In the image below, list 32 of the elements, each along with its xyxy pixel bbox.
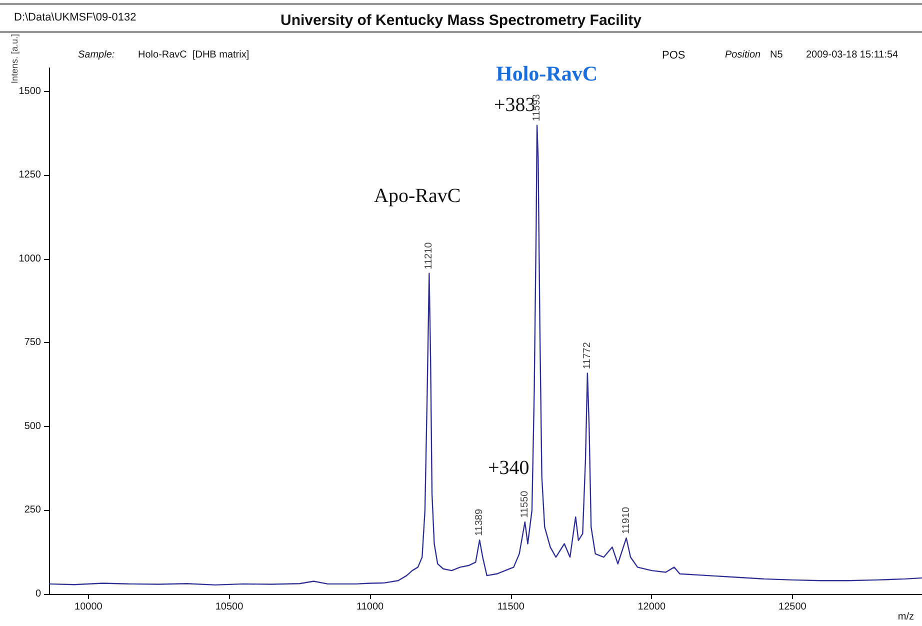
x-tick-label: 10000 bbox=[74, 602, 103, 612]
y-tick-label: 1250 bbox=[18, 170, 42, 181]
y-axis-title: Intens. [a.u.] bbox=[10, 34, 20, 84]
annotation: Apo-RavC bbox=[374, 185, 461, 207]
x-tick-label: 10500 bbox=[215, 602, 244, 612]
annotation: 11389 bbox=[474, 508, 486, 536]
y-tick-label: 500 bbox=[24, 420, 42, 432]
line-series bbox=[48, 124, 922, 586]
annotation: 11910 bbox=[620, 506, 632, 534]
annotation: Holo-RavC bbox=[496, 62, 598, 86]
text: Sample: bbox=[78, 50, 115, 60]
text: POS bbox=[662, 50, 686, 62]
text: N5 bbox=[770, 50, 784, 60]
chart-title: University of Kentucky Mass Spectrometry Facility bbox=[280, 12, 642, 29]
annotation: 11210 bbox=[424, 242, 435, 270]
text: 2009-03-18 15:11:54 bbox=[806, 50, 899, 60]
annotation: +340 bbox=[488, 457, 530, 479]
x-tick-label: 12500 bbox=[778, 602, 807, 612]
y-tick-label: 750 bbox=[24, 337, 42, 348]
annotation: 11550 bbox=[519, 490, 530, 518]
text: Position bbox=[725, 50, 762, 60]
y-tick-label: 1000 bbox=[18, 253, 42, 264]
x-tick-label: 11000 bbox=[356, 602, 384, 612]
x-tick-label: 12000 bbox=[638, 602, 666, 612]
x-tick-label: 11500 bbox=[497, 602, 525, 612]
y-tick-label: 0 bbox=[35, 588, 42, 600]
text: D:\Data\UKMSF\09-0132 bbox=[14, 12, 136, 24]
text: Holo-RavC [DHB matrix] bbox=[138, 50, 250, 60]
y-tick-label: 250 bbox=[24, 504, 42, 516]
annotation: 11772 bbox=[582, 342, 593, 370]
y-tick-label: 1500 bbox=[18, 86, 42, 97]
x-axis-title: m/z bbox=[898, 612, 914, 622]
